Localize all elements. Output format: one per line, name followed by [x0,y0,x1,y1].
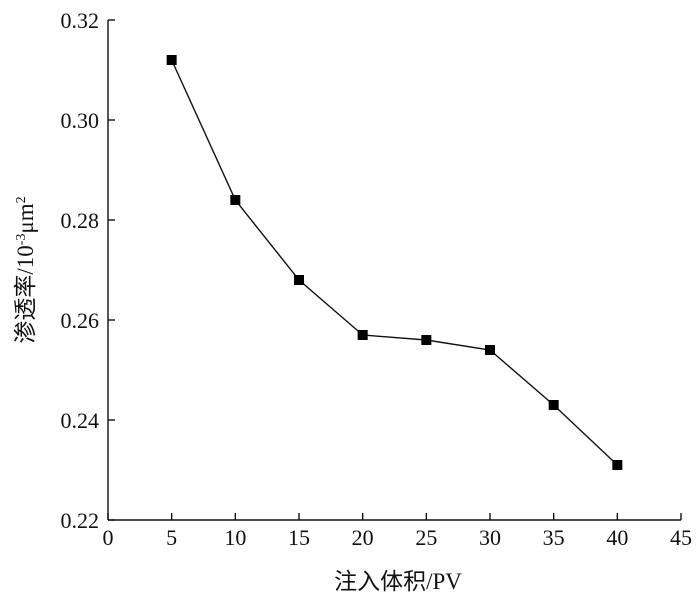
y-axis-title-unit: μm [13,203,38,233]
y-axis-title-unit-exponent: 2 [14,196,29,203]
series-layer [166,55,623,470]
y-axis-title: 渗透率/10-3μm2 [13,196,38,343]
y-axis-title-exponent: -3 [14,234,29,246]
x-tick-label: 20 [352,525,374,550]
x-tick-label: 15 [288,525,310,550]
series-line [171,59,618,466]
data-point-marker [166,55,177,65]
x-tick-label: 0 [103,525,114,550]
chart-axes [107,20,681,521]
x-axis-title: 注入体积/PV [334,569,462,594]
y-axis-ticks: 0.22 0.24 0.26 0.28 0.30 0.32 [61,8,115,533]
y-tick-label: 0.22 [61,508,100,533]
y-axis-title-main: 渗透率/10 [13,245,38,343]
y-tick-label: 0.32 [61,8,100,33]
data-point-marker [612,460,623,470]
data-point-marker [485,345,495,355]
y-tick-label: 0.28 [61,208,100,233]
data-point-marker [230,195,241,205]
data-point-marker [421,335,432,345]
x-tick-label: 30 [479,525,501,550]
x-tick-label: 45 [670,525,692,550]
x-tick-label: 35 [543,525,565,550]
x-tick-label: 10 [224,525,246,550]
x-tick-label: 40 [606,525,628,550]
data-point-marker [294,275,304,285]
x-axis-ticks: 0 5 10 15 20 25 30 35 40 45 [103,513,692,550]
x-tick-label: 5 [166,525,177,550]
y-tick-label: 0.24 [61,408,100,433]
data-point-marker [357,330,368,340]
y-tick-label: 0.30 [61,108,100,133]
data-point-marker [548,400,559,410]
x-tick-label: 25 [415,525,437,550]
y-tick-label: 0.26 [61,308,100,333]
